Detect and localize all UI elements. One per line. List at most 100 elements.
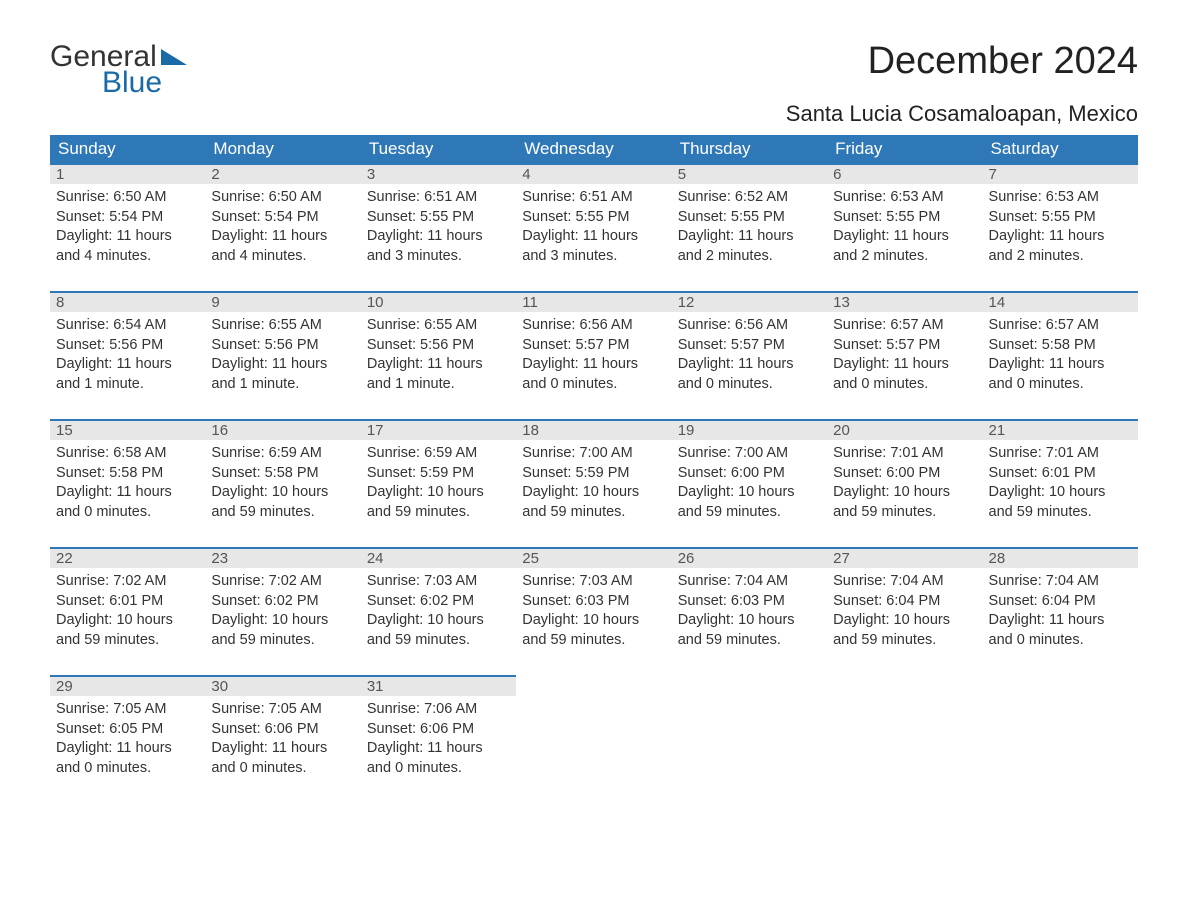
calendar-day-cell — [827, 676, 982, 804]
daylight-line1: Daylight: 11 hours — [989, 355, 1132, 375]
calendar-day-cell: 16Sunrise: 6:59 AMSunset: 5:58 PMDayligh… — [205, 420, 360, 548]
sunset-text: Sunset: 5:59 PM — [367, 464, 510, 484]
sunset-text: Sunset: 6:01 PM — [989, 464, 1132, 484]
day-body: Sunrise: 7:04 AMSunset: 6:03 PMDaylight:… — [672, 568, 827, 654]
sunset-text: Sunset: 6:00 PM — [678, 464, 821, 484]
sunset-text: Sunset: 5:56 PM — [211, 336, 354, 356]
day-number: 21 — [983, 421, 1138, 440]
daylight-line1: Daylight: 11 hours — [367, 355, 510, 375]
daylight-line1: Daylight: 10 hours — [678, 611, 821, 631]
day-body: Sunrise: 6:57 AMSunset: 5:58 PMDaylight:… — [983, 312, 1138, 398]
calendar-day-cell: 24Sunrise: 7:03 AMSunset: 6:02 PMDayligh… — [361, 548, 516, 676]
sunrise-text: Sunrise: 6:55 AM — [367, 316, 510, 336]
day-number: 29 — [50, 677, 205, 696]
day-body: Sunrise: 6:51 AMSunset: 5:55 PMDaylight:… — [361, 184, 516, 270]
daylight-line2: and 59 minutes. — [678, 503, 821, 523]
calendar-day-cell: 7Sunrise: 6:53 AMSunset: 5:55 PMDaylight… — [983, 164, 1138, 292]
sunrise-text: Sunrise: 7:04 AM — [833, 572, 976, 592]
day-number: 7 — [983, 165, 1138, 184]
daylight-line2: and 59 minutes. — [833, 503, 976, 523]
day-number: 19 — [672, 421, 827, 440]
calendar-day-cell: 21Sunrise: 7:01 AMSunset: 6:01 PMDayligh… — [983, 420, 1138, 548]
day-number: 30 — [205, 677, 360, 696]
daylight-line2: and 1 minute. — [367, 375, 510, 395]
col-wednesday: Wednesday — [516, 135, 671, 164]
sunset-text: Sunset: 5:58 PM — [211, 464, 354, 484]
sunrise-text: Sunrise: 7:01 AM — [989, 444, 1132, 464]
calendar-day-cell: 17Sunrise: 6:59 AMSunset: 5:59 PMDayligh… — [361, 420, 516, 548]
sunrise-text: Sunrise: 6:51 AM — [367, 188, 510, 208]
calendar-day-cell — [672, 676, 827, 804]
day-body: Sunrise: 7:01 AMSunset: 6:01 PMDaylight:… — [983, 440, 1138, 526]
calendar-day-cell: 15Sunrise: 6:58 AMSunset: 5:58 PMDayligh… — [50, 420, 205, 548]
sunrise-text: Sunrise: 7:04 AM — [989, 572, 1132, 592]
daylight-line2: and 2 minutes. — [833, 247, 976, 267]
sunset-text: Sunset: 5:55 PM — [989, 208, 1132, 228]
daylight-line1: Daylight: 10 hours — [211, 483, 354, 503]
calendar-day-cell: 26Sunrise: 7:04 AMSunset: 6:03 PMDayligh… — [672, 548, 827, 676]
col-thursday: Thursday — [672, 135, 827, 164]
sunrise-text: Sunrise: 7:05 AM — [211, 700, 354, 720]
sunrise-text: Sunrise: 7:02 AM — [211, 572, 354, 592]
sunrise-text: Sunrise: 7:00 AM — [522, 444, 665, 464]
calendar-day-cell: 27Sunrise: 7:04 AMSunset: 6:04 PMDayligh… — [827, 548, 982, 676]
day-body: Sunrise: 6:55 AMSunset: 5:56 PMDaylight:… — [205, 312, 360, 398]
calendar-day-cell: 12Sunrise: 6:56 AMSunset: 5:57 PMDayligh… — [672, 292, 827, 420]
calendar-day-cell: 13Sunrise: 6:57 AMSunset: 5:57 PMDayligh… — [827, 292, 982, 420]
daylight-line2: and 1 minute. — [56, 375, 199, 395]
daylight-line1: Daylight: 10 hours — [56, 611, 199, 631]
calendar-day-cell: 10Sunrise: 6:55 AMSunset: 5:56 PMDayligh… — [361, 292, 516, 420]
day-body: Sunrise: 7:04 AMSunset: 6:04 PMDaylight:… — [827, 568, 982, 654]
sunrise-text: Sunrise: 7:05 AM — [56, 700, 199, 720]
col-sunday: Sunday — [50, 135, 205, 164]
day-body: Sunrise: 6:56 AMSunset: 5:57 PMDaylight:… — [672, 312, 827, 398]
sunset-text: Sunset: 5:55 PM — [522, 208, 665, 228]
day-number: 3 — [361, 165, 516, 184]
day-body: Sunrise: 7:00 AMSunset: 5:59 PMDaylight:… — [516, 440, 671, 526]
day-body: Sunrise: 6:59 AMSunset: 5:59 PMDaylight:… — [361, 440, 516, 526]
day-number: 31 — [361, 677, 516, 696]
sunset-text: Sunset: 5:54 PM — [211, 208, 354, 228]
daylight-line1: Daylight: 10 hours — [989, 483, 1132, 503]
day-number: 28 — [983, 549, 1138, 568]
daylight-line2: and 0 minutes. — [522, 375, 665, 395]
sunrise-text: Sunrise: 7:02 AM — [56, 572, 199, 592]
calendar-week-row: 29Sunrise: 7:05 AMSunset: 6:05 PMDayligh… — [50, 676, 1138, 804]
calendar-table: Sunday Monday Tuesday Wednesday Thursday… — [50, 135, 1138, 804]
calendar-day-cell: 29Sunrise: 7:05 AMSunset: 6:05 PMDayligh… — [50, 676, 205, 804]
daylight-line2: and 59 minutes. — [211, 503, 354, 523]
sunrise-text: Sunrise: 6:52 AM — [678, 188, 821, 208]
daylight-line1: Daylight: 11 hours — [367, 227, 510, 247]
day-body: Sunrise: 6:53 AMSunset: 5:55 PMDaylight:… — [827, 184, 982, 270]
calendar-day-cell: 8Sunrise: 6:54 AMSunset: 5:56 PMDaylight… — [50, 292, 205, 420]
day-number: 14 — [983, 293, 1138, 312]
day-body: Sunrise: 6:58 AMSunset: 5:58 PMDaylight:… — [50, 440, 205, 526]
header-row: General Blue December 2024 Santa Lucia C… — [50, 40, 1138, 135]
sunrise-text: Sunrise: 6:50 AM — [211, 188, 354, 208]
sunrise-text: Sunrise: 7:00 AM — [678, 444, 821, 464]
daylight-line1: Daylight: 10 hours — [367, 483, 510, 503]
sunrise-text: Sunrise: 6:59 AM — [367, 444, 510, 464]
col-friday: Friday — [827, 135, 982, 164]
calendar-week-row: 8Sunrise: 6:54 AMSunset: 5:56 PMDaylight… — [50, 292, 1138, 420]
day-number: 1 — [50, 165, 205, 184]
col-tuesday: Tuesday — [361, 135, 516, 164]
logo-text-blue: Blue — [102, 66, 187, 100]
day-number: 20 — [827, 421, 982, 440]
calendar-day-cell: 30Sunrise: 7:05 AMSunset: 6:06 PMDayligh… — [205, 676, 360, 804]
daylight-line1: Daylight: 11 hours — [833, 355, 976, 375]
calendar-day-cell: 31Sunrise: 7:06 AMSunset: 6:06 PMDayligh… — [361, 676, 516, 804]
daylight-line1: Daylight: 10 hours — [211, 611, 354, 631]
day-body: Sunrise: 6:51 AMSunset: 5:55 PMDaylight:… — [516, 184, 671, 270]
daylight-line1: Daylight: 11 hours — [678, 227, 821, 247]
daylight-line1: Daylight: 11 hours — [678, 355, 821, 375]
calendar-day-cell: 5Sunrise: 6:52 AMSunset: 5:55 PMDaylight… — [672, 164, 827, 292]
sunrise-text: Sunrise: 6:56 AM — [522, 316, 665, 336]
calendar-day-cell: 3Sunrise: 6:51 AMSunset: 5:55 PMDaylight… — [361, 164, 516, 292]
daylight-line1: Daylight: 11 hours — [56, 739, 199, 759]
weekday-header-row: Sunday Monday Tuesday Wednesday Thursday… — [50, 135, 1138, 164]
daylight-line2: and 59 minutes. — [56, 631, 199, 651]
daylight-line2: and 59 minutes. — [367, 631, 510, 651]
calendar-day-cell: 20Sunrise: 7:01 AMSunset: 6:00 PMDayligh… — [827, 420, 982, 548]
day-number: 12 — [672, 293, 827, 312]
